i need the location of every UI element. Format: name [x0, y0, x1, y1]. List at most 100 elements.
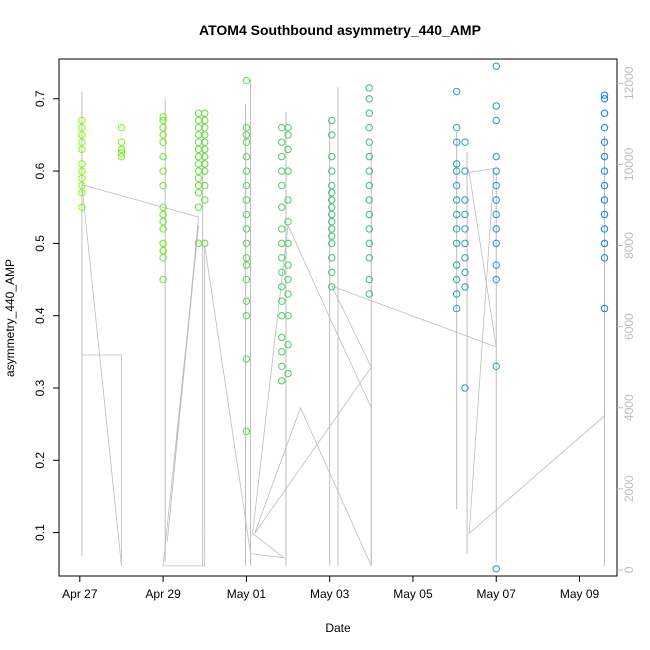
- data-point: [242, 427, 251, 436]
- y-tick-label: 0.7: [33, 90, 47, 107]
- data-point: [194, 181, 203, 190]
- data-point: [201, 109, 209, 117]
- y2-tick-label: 12000: [622, 66, 636, 100]
- y-tick-label: 0.2: [33, 452, 47, 469]
- data-point: [159, 225, 167, 233]
- data-point: [365, 167, 373, 175]
- data-point: [461, 167, 469, 175]
- y2-tick-label: 0: [622, 566, 636, 573]
- data-point: [365, 138, 373, 146]
- data-point: [365, 84, 373, 92]
- data-point: [328, 232, 336, 240]
- data-point: [278, 377, 286, 385]
- y-axis-right: 0 2000 4000 6000 8000 10000 12000: [617, 66, 636, 573]
- data-point: [78, 138, 86, 146]
- data-point: [78, 203, 86, 211]
- data-point: [117, 145, 126, 154]
- x-tick-label: Apr 29: [145, 587, 181, 601]
- data-point: [452, 196, 461, 204]
- data-point: [117, 138, 126, 146]
- data-point: [461, 254, 469, 262]
- data-point: [461, 196, 469, 204]
- y2-tick-label: 6000: [622, 313, 636, 340]
- data-point: [452, 160, 461, 168]
- data-point: [365, 95, 373, 103]
- data-point: [328, 217, 336, 226]
- y-tick-label: 0.6: [33, 162, 47, 179]
- x-tick-label: May 01: [227, 587, 267, 601]
- data-point: [600, 254, 609, 262]
- data-point: [159, 152, 167, 161]
- data-point: [284, 131, 292, 139]
- data-point: [328, 283, 336, 291]
- data-point: [159, 113, 167, 121]
- data-point: [201, 152, 209, 161]
- data-point: [452, 123, 461, 132]
- data-point: [194, 123, 203, 132]
- data-point: [492, 196, 500, 204]
- data-point: [194, 174, 203, 183]
- x-tick-label: May 07: [477, 587, 517, 601]
- data-point: [242, 167, 251, 175]
- data-point: [242, 355, 251, 363]
- data-point: [492, 181, 500, 190]
- data-point: [242, 239, 251, 248]
- data-point: [159, 116, 167, 125]
- x-axis: Apr 27 Apr 29 May 01 May 03 May 05 May 07 May …: [62, 576, 600, 601]
- data-point: [461, 225, 469, 233]
- data-point: [328, 131, 336, 139]
- data-point: [365, 123, 373, 132]
- data-point: [328, 210, 336, 219]
- data-point: [278, 138, 286, 146]
- data-point: [242, 311, 251, 320]
- data-point: [194, 145, 203, 154]
- data-point: [278, 254, 286, 262]
- data-point: [278, 225, 286, 233]
- data-point: [284, 275, 292, 284]
- y-tick-label: 0.1: [33, 524, 47, 541]
- data-point: [328, 181, 336, 190]
- data-point: [328, 116, 336, 125]
- data-point: [452, 225, 461, 233]
- data-point: [600, 123, 609, 132]
- y-axis-left: 0.1 0.2 0.3 0.4 0.5 0.6 0.7: [33, 90, 59, 541]
- data-point: [201, 196, 209, 204]
- data-point: [452, 275, 461, 284]
- data-point: [194, 203, 203, 211]
- data-point: [600, 196, 609, 204]
- data-point: [461, 283, 469, 291]
- data-point: [242, 123, 251, 132]
- data-point: [365, 275, 373, 284]
- data-point: [365, 210, 373, 219]
- x-tick-label: May 03: [310, 587, 350, 601]
- data-point: [278, 297, 286, 305]
- data-point: [452, 290, 461, 298]
- data-point: [328, 203, 336, 211]
- data-point: [201, 138, 209, 146]
- data-point: [78, 131, 86, 139]
- data-point: [78, 116, 86, 125]
- data-point: [117, 123, 126, 132]
- data-point: [492, 239, 500, 248]
- data-point: [78, 167, 86, 175]
- data-point: [452, 261, 461, 269]
- data-point: [201, 181, 209, 190]
- data-point: [365, 152, 373, 161]
- data-point: [492, 167, 500, 175]
- data-point: [600, 91, 609, 99]
- data-point: [194, 152, 203, 161]
- data-point: [242, 131, 251, 139]
- data-point: [159, 217, 167, 226]
- chart-title: ATOM4 Southbound asymmetry_440_AMP: [199, 22, 481, 38]
- data-point: [242, 254, 251, 262]
- data-point: [117, 149, 126, 157]
- data-point: [452, 181, 461, 190]
- data-point: [461, 268, 469, 277]
- data-point: [78, 145, 86, 154]
- data-point: [242, 297, 251, 305]
- data-point: [600, 109, 609, 117]
- data-point: [284, 340, 292, 349]
- data-point: [159, 167, 167, 175]
- data-point: [159, 239, 167, 248]
- data-point: [328, 239, 336, 248]
